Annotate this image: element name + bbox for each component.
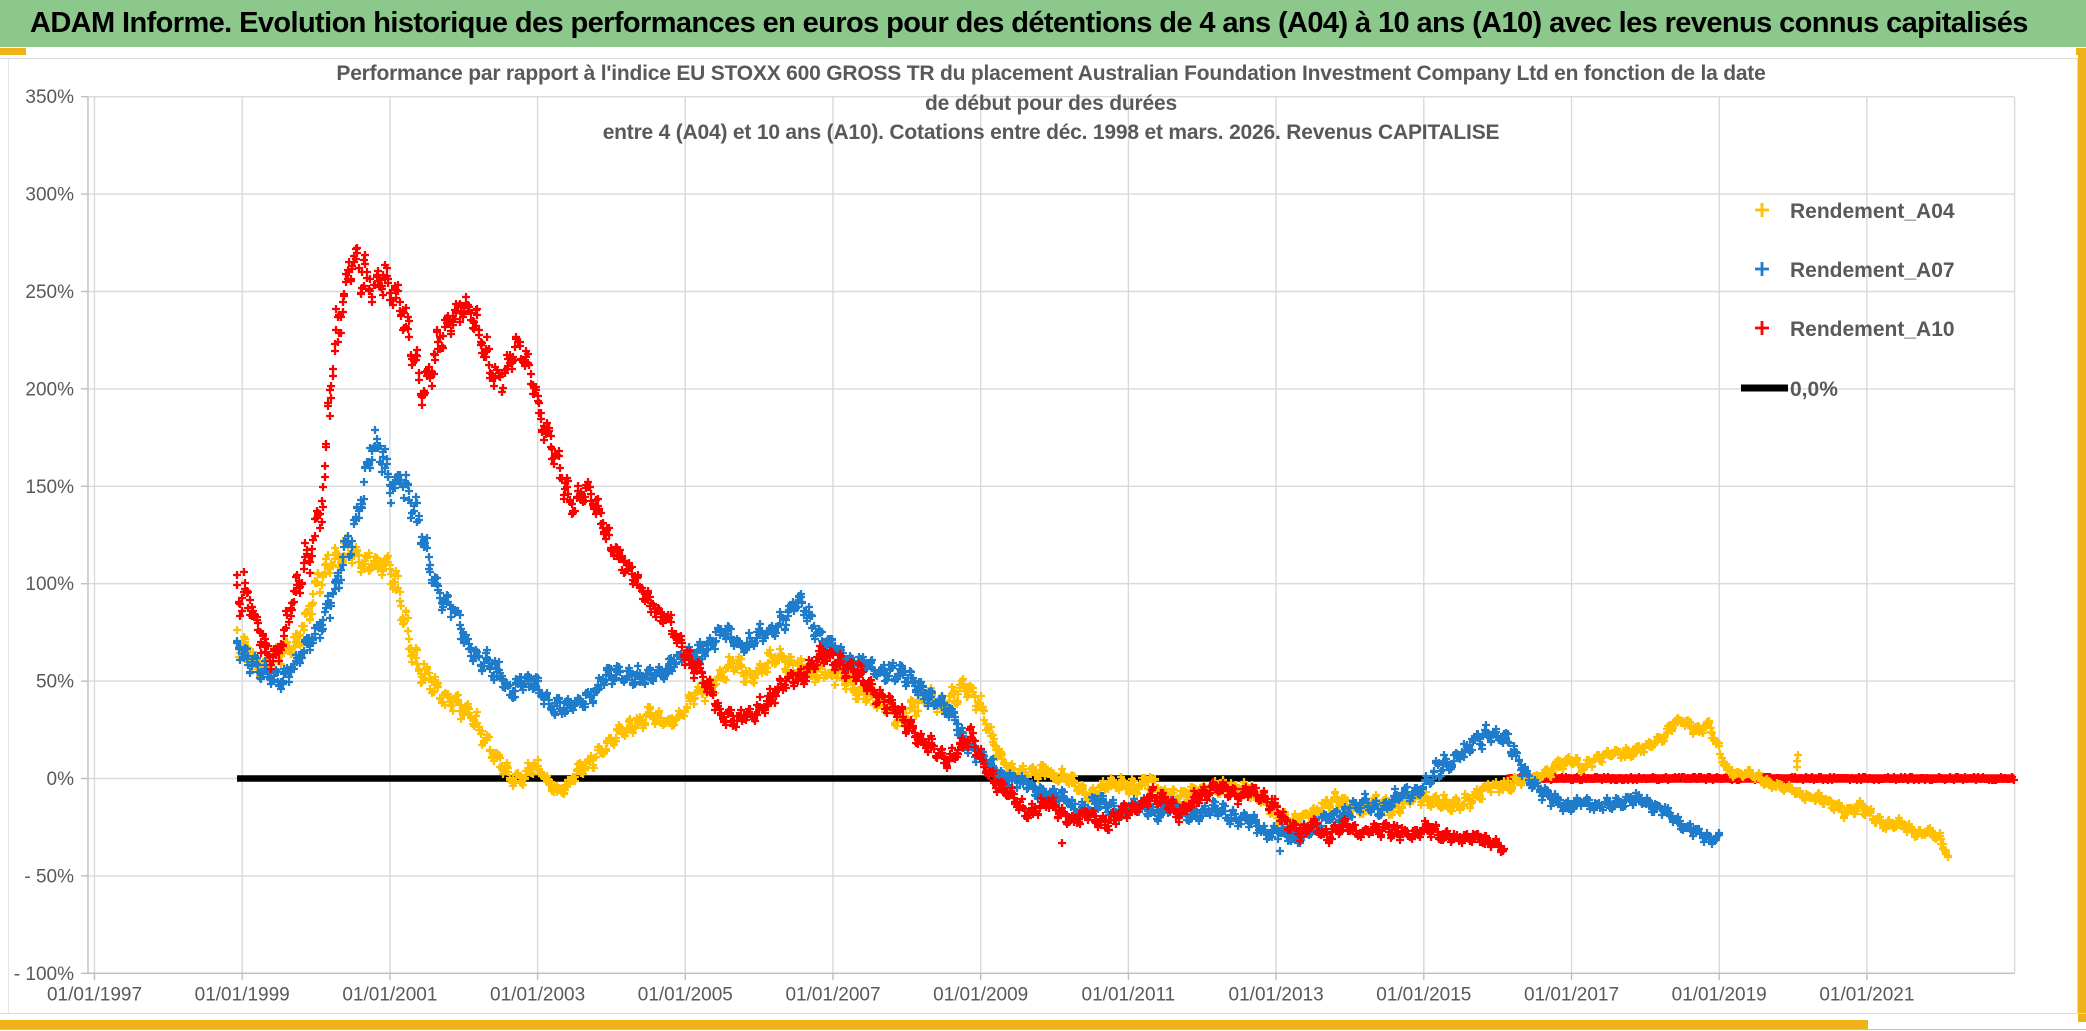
y-axis-label: 250% [25, 282, 74, 303]
sheet-left-edge [8, 59, 9, 1013]
legend-label-a04[interactable]: Rendement_A04 [1790, 200, 1955, 223]
y-axis-label: - 50% [24, 866, 74, 887]
gold-accent-bottom [0, 1020, 1868, 1029]
x-axis-label: 01/01/2005 [638, 984, 733, 1005]
x-axis-label: 01/01/2007 [785, 984, 880, 1005]
chart-title: Performance par rapport à l'indice EU ST… [336, 62, 1765, 144]
sheet-strip [0, 47, 2086, 59]
x-axis-label: 01/01/1997 [47, 984, 142, 1005]
y-axis-label: 0% [47, 769, 75, 790]
sheet-right-edge [2077, 59, 2078, 1013]
legend-marker-a10-plus-icon [1755, 321, 1769, 335]
axes [81, 95, 2015, 981]
performance-chart[interactable]: 350% 300% 250% 200% 150% 100% 50% 0% - 50% - 100%… [0, 58, 2086, 1013]
y-axis-label: 50% [36, 672, 74, 693]
chart-title-line-1: Performance par rapport à l'indice EU ST… [336, 62, 1765, 85]
y-axis-label: 100% [25, 574, 74, 595]
chart-title-line-2: de début pour des durées [925, 92, 1177, 115]
scatter-series [233, 244, 1952, 861]
gold-accent-right-strip [2078, 55, 2086, 1022]
bottom-edge-line [0, 1029, 2086, 1030]
legend-label-zero[interactable]: 0,0% [1790, 378, 1838, 401]
y-axis-label: 150% [25, 477, 74, 498]
x-axis-label: 01/01/2003 [490, 984, 585, 1005]
x-axis-label: 01/01/2019 [1672, 984, 1767, 1005]
header-title: ADAM Informe. Evolution historique des p… [30, 7, 2028, 39]
y-axis-label: 300% [25, 185, 74, 206]
legend-label-a07[interactable]: Rendement_A07 [1790, 259, 1955, 282]
axis-labels: 350% 300% 250% 200% 150% 100% 50% 0% - 50% - 100%… [14, 87, 1915, 1005]
legend-marker-a04-plus-icon [1755, 203, 1769, 217]
x-axis-label: 01/01/2017 [1524, 984, 1619, 1005]
x-axis-label: 01/01/2013 [1229, 984, 1324, 1005]
gold-accent-right [2076, 48, 2086, 55]
gold-accent-left [0, 48, 26, 55]
legend-label-a10[interactable]: Rendement_A10 [1790, 318, 1955, 341]
sheet-bottom-edge [0, 1013, 2086, 1014]
gridlines [88, 95, 2016, 974]
x-axis-label: 01/01/2015 [1376, 984, 1471, 1005]
legend-marker-a07-plus-icon [1755, 262, 1769, 276]
x-axis-label: 01/01/2021 [1819, 984, 1914, 1005]
x-axis-label: 01/01/2001 [342, 984, 437, 1005]
series-rendement_a10 [233, 244, 1508, 856]
y-axis-label: 350% [25, 87, 74, 108]
y-axis-label: 200% [25, 379, 74, 400]
series-rendement_a07 [233, 426, 1723, 855]
y-axis-label: - 100% [14, 964, 74, 985]
header-bar: ADAM Informe. Evolution historique des p… [0, 0, 2086, 47]
chart-legend[interactable]: Rendement_A04 Rendement_A07 Rendement_A1… [1741, 200, 1955, 401]
chart-title-line-3: entre 4 (A04) et 10 ans (A10). Cotations… [603, 121, 1500, 144]
x-axis-label: 01/01/2009 [933, 984, 1028, 1005]
x-axis-label: 01/01/1999 [195, 984, 290, 1005]
x-axis-label: 01/01/2011 [1082, 984, 1176, 1005]
